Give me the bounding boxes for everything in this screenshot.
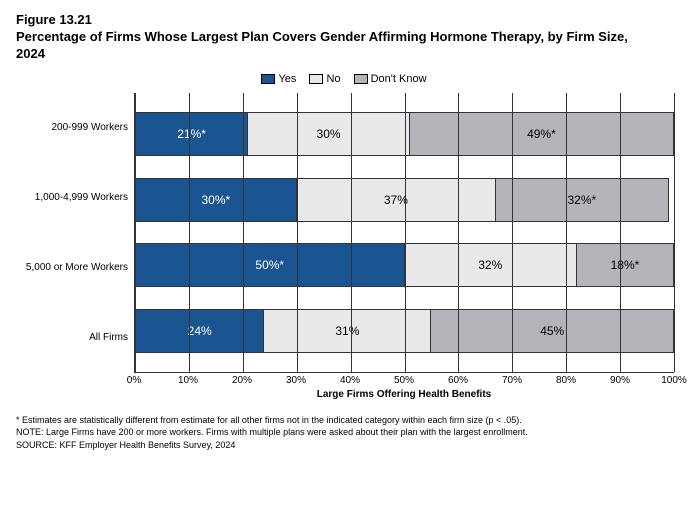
x-tick: 60% — [448, 375, 468, 386]
segment-no: 32% — [405, 243, 577, 287]
figure-number: Figure 13.21 — [16, 12, 682, 27]
gridline — [297, 93, 298, 372]
gridline — [512, 93, 513, 372]
legend-label-dk: Don't Know — [371, 73, 427, 85]
segment-dk: 49%* — [410, 112, 674, 156]
gridline — [189, 93, 190, 372]
legend: Yes No Don't Know — [16, 73, 682, 85]
segment-no: 37% — [297, 178, 496, 222]
gridline — [135, 93, 136, 372]
segment-yes: 50%* — [135, 243, 405, 287]
legend-swatch-no — [309, 74, 323, 84]
gridline — [620, 93, 621, 372]
x-tick: 100% — [661, 375, 687, 386]
x-tick: 0% — [127, 375, 141, 386]
gridline — [458, 93, 459, 372]
category-label: 200-999 Workers — [16, 94, 128, 162]
footnote-significance: * Estimates are statistically different … — [16, 414, 682, 427]
gridline — [566, 93, 567, 372]
figure-title: Percentage of Firms Whose Largest Plan C… — [16, 29, 656, 63]
category-label: 1,000-4,999 Workers — [16, 164, 128, 232]
x-axis-label: Large Firms Offering Health Benefits — [134, 389, 674, 400]
gridline — [405, 93, 406, 372]
x-axis-ticks: 0%10%20%30%40%50%60%70%80%90%100% — [134, 373, 674, 387]
segment-yes: 21%* — [135, 112, 248, 156]
footnote-source: SOURCE: KFF Employer Health Benefits Sur… — [16, 439, 682, 452]
x-tick: 50% — [394, 375, 414, 386]
gridline — [674, 93, 675, 372]
x-tick: 90% — [610, 375, 630, 386]
segment-no: 31% — [264, 309, 431, 353]
segment-yes: 30%* — [135, 178, 297, 222]
legend-label-yes: Yes — [278, 73, 296, 85]
footnote-note: NOTE: Large Firms have 200 or more worke… — [16, 426, 682, 439]
gridline — [243, 93, 244, 372]
x-tick: 20% — [232, 375, 252, 386]
x-tick: 10% — [178, 375, 198, 386]
segment-dk: 45% — [431, 309, 674, 353]
chart-area: 200-999 Workers1,000-4,999 Workers5,000 … — [16, 93, 682, 373]
plot-area: 21%*30%49%* 30%*37%32%* 50%*32%18%* 24%31%4… — [134, 93, 674, 373]
category-label: All Firms — [16, 304, 128, 372]
x-tick: 30% — [286, 375, 306, 386]
x-tick: 80% — [556, 375, 576, 386]
x-tick: 70% — [502, 375, 522, 386]
y-axis-labels: 200-999 Workers1,000-4,999 Workers5,000 … — [16, 93, 134, 373]
segment-yes: 24% — [135, 309, 264, 353]
segment-dk: 18%* — [577, 243, 674, 287]
category-label: 5,000 or More Workers — [16, 234, 128, 302]
x-tick: 40% — [340, 375, 360, 386]
segment-no: 30% — [248, 112, 410, 156]
legend-swatch-dk — [354, 74, 368, 84]
gridline — [351, 93, 352, 372]
legend-swatch-yes — [261, 74, 275, 84]
legend-label-no: No — [326, 73, 340, 85]
footnotes: * Estimates are statistically different … — [16, 414, 682, 452]
segment-dk: 32%* — [496, 178, 668, 222]
